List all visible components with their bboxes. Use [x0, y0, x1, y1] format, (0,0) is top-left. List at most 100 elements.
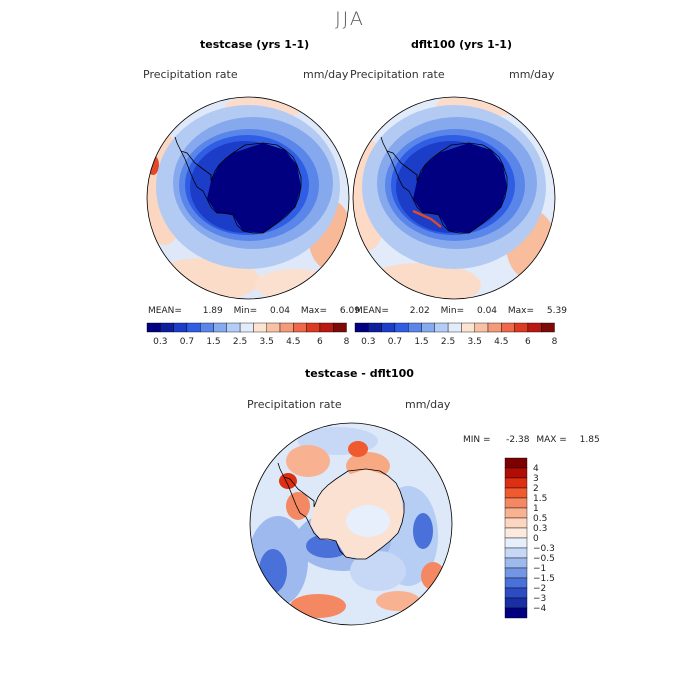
colorbar-swatch-diff [504, 587, 528, 599]
colorbar-label-dflt100: 2.5 [441, 337, 455, 347]
colorbar-label-testcase: 1.5 [206, 337, 220, 347]
colorbar-label-testcase: 3.5 [260, 337, 274, 347]
max-value-dflt100: 5.39 [546, 306, 567, 316]
max-value-diff: 1.85 [579, 435, 600, 445]
min-label-testcase: Min= [233, 306, 258, 316]
panel-units-dflt100: mm/day [509, 68, 555, 81]
colorbar-label-testcase: 6 [317, 337, 323, 347]
colorbar-swatch-dflt100 [434, 322, 449, 333]
min-label-dflt100: Min= [440, 306, 465, 316]
colorbar-swatch-dflt100 [474, 322, 489, 333]
colorbar-label-dflt100: 3.5 [468, 337, 482, 347]
colorbar-swatch-dflt100 [461, 322, 475, 333]
colorbar-label-dflt100: 0.7 [388, 337, 402, 347]
colorbar-swatch-testcase [146, 322, 161, 333]
panel-units-diff: mm/day [405, 398, 451, 411]
colorbar-label-testcase: 0.3 [153, 337, 167, 347]
max-value-testcase: 6.09 [339, 306, 360, 316]
colorbar-swatch-diff [504, 607, 528, 619]
colorbar-label-diff: 3 [533, 474, 539, 484]
polar-map-diff [249, 422, 453, 626]
colorbar-swatch-testcase [332, 322, 347, 333]
colorbar-swatch-testcase [253, 322, 267, 333]
mean-label-dflt100: MEAN= [355, 306, 389, 316]
colorbar-swatch-diff [504, 567, 528, 579]
colorbar-label-diff: 2 [533, 484, 539, 494]
mean-value-testcase: 1.89 [202, 306, 223, 316]
colorbar-swatch-testcase [173, 322, 188, 333]
colorbar-swatch-testcase [293, 322, 307, 333]
min-value-testcase: 0.04 [269, 306, 291, 316]
max-label-diff: MAX = [536, 435, 567, 445]
colorbar-label-diff: −1 [533, 564, 546, 574]
polar-map-dflt100 [352, 96, 556, 300]
colorbar-label-dflt100: 0.3 [361, 337, 375, 347]
panel-title-diff: testcase - dflt100 [305, 367, 414, 380]
colorbar-testcase: 0.3 0.7 1.5 2.5 3.5 4.5 6 8 [146, 322, 350, 347]
colorbar-label-diff: −1.5 [533, 574, 555, 584]
colorbar-swatch-testcase [186, 322, 201, 333]
panel-title-dflt100: dflt100 (yrs 1-1) [411, 38, 512, 51]
colorbar-label-dflt100: 8 [552, 337, 558, 347]
colorbar-swatch-dflt100 [408, 322, 422, 333]
colorbar-swatch-testcase [239, 322, 254, 333]
colorbar-label-diff: −3 [533, 594, 546, 604]
colorbar-swatch-dflt100 [394, 322, 409, 333]
min-label-diff: MIN = [463, 435, 491, 445]
colorbar-swatch-testcase [319, 322, 334, 333]
colorbar-label-testcase: 8 [344, 337, 350, 347]
colorbar-swatch-dflt100 [487, 322, 502, 333]
figure-title: JJA [335, 8, 365, 30]
colorbar-swatch-diff [504, 497, 528, 509]
colorbar-swatch-testcase [213, 322, 228, 333]
colorbar-label-diff: 0.3 [533, 524, 547, 534]
colorbar-label-diff: 1 [533, 504, 539, 514]
colorbar-swatch-diff [504, 527, 528, 539]
colorbar-swatch-diff [504, 457, 528, 469]
colorbar-swatch-dflt100 [447, 322, 462, 333]
colorbar-swatch-diff [504, 487, 528, 499]
colorbar-swatch-testcase [306, 322, 321, 333]
colorbar-swatch-diff [504, 597, 528, 609]
colorbar-label-diff: 0 [533, 534, 539, 544]
colorbar-swatch-diff [504, 517, 528, 529]
panel-title-testcase: testcase (yrs 1-1) [200, 38, 310, 51]
min-value-diff: -2.38 [506, 435, 530, 445]
colorbar-dflt100: 0.3 0.7 1.5 2.5 3.5 4.5 6 8 [354, 322, 558, 347]
colorbar-label-dflt100: 1.5 [414, 337, 428, 347]
min-value-dflt100: 0.04 [476, 306, 498, 316]
colorbar-label-testcase: 2.5 [233, 337, 247, 347]
max-label-testcase: Max= [300, 306, 328, 316]
colorbar-swatch-testcase [160, 322, 174, 333]
polar-map-testcase [146, 96, 350, 300]
colorbar-label-testcase: 0.7 [180, 337, 194, 347]
colorbar-swatch-dflt100 [421, 322, 436, 333]
colorbar-label-testcase: 4.5 [286, 337, 300, 347]
colorbar-swatch-testcase [200, 322, 214, 333]
colorbar-label-diff: −0.3 [533, 544, 555, 554]
colorbar-swatch-diff [504, 557, 528, 569]
colorbar-label-diff: 4 [533, 464, 539, 474]
colorbar-swatch-dflt100 [501, 322, 515, 333]
colorbar-swatch-dflt100 [381, 322, 396, 333]
colorbar-swatch-dflt100 [354, 322, 369, 333]
panel-variable-dflt100: Precipitation rate [350, 68, 445, 81]
colorbar-swatch-diff [504, 477, 528, 489]
colorbar-swatch-testcase [266, 322, 281, 333]
colorbar-swatch-diff [504, 537, 528, 549]
colorbar-swatch-dflt100 [514, 322, 529, 333]
colorbar-label-diff: −0.5 [533, 554, 555, 564]
colorbar-swatch-dflt100 [527, 322, 542, 333]
colorbar-swatch-testcase [279, 322, 294, 333]
colorbar-label-diff: −2 [533, 584, 546, 594]
colorbar-label-dflt100: 4.5 [494, 337, 508, 347]
colorbar-label-diff: 1.5 [533, 494, 547, 504]
colorbar-swatch-dflt100 [540, 322, 555, 333]
colorbar-label-diff: 0.5 [533, 514, 547, 524]
mean-value-dflt100: 2.02 [409, 306, 430, 316]
colorbar-swatch-diff [504, 467, 528, 479]
colorbar-swatch-dflt100 [368, 322, 382, 333]
panel-variable-testcase: Precipitation rate [143, 68, 238, 81]
